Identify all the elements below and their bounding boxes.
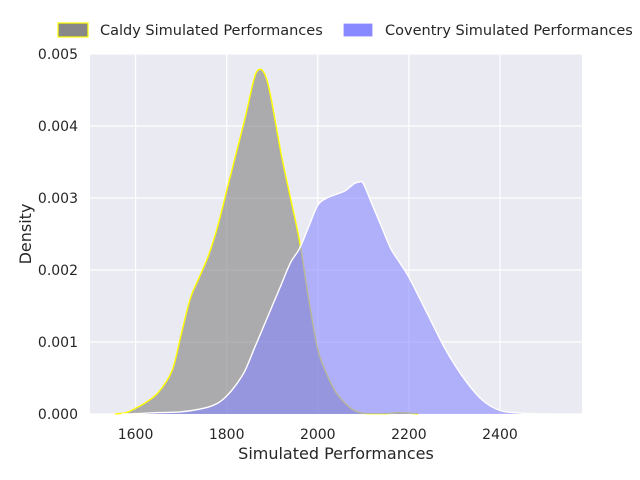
y-tick-label: 0.001 (38, 335, 78, 351)
series-area-1 (115, 69, 418, 415)
x-axis-label: Simulated Performances (238, 444, 434, 463)
x-axis-ticks: 1600 1800 2000 2200 2400 (118, 427, 518, 443)
y-tick-label: 0.000 (38, 407, 78, 423)
legend-label-2: Coventry Simulated Performances (385, 23, 633, 39)
legend-swatch-2 (342, 22, 374, 38)
y-axis-label: Density (16, 204, 35, 265)
series-layer (114, 68, 551, 415)
x-tick-label: 2200 (391, 427, 427, 443)
legend-swatch-1 (57, 22, 89, 38)
legend: Caldy Simulated Performances Coventry Sim… (57, 22, 633, 39)
y-tick-label: 0.004 (38, 119, 78, 135)
series-outline-2 (121, 180, 551, 415)
y-axis-ticks: 0.000 0.001 0.002 0.003 0.004 0.005 (38, 47, 78, 423)
y-tick-label: 0.002 (38, 263, 78, 279)
x-tick-label: 2400 (482, 427, 518, 443)
x-tick-label: 1600 (118, 427, 154, 443)
y-tick-label: 0.005 (38, 47, 78, 63)
legend-label-1: Caldy Simulated Performances (100, 23, 323, 39)
x-tick-label: 2000 (300, 427, 336, 443)
series-area-2 (121, 181, 551, 414)
x-tick-label: 1800 (209, 427, 245, 443)
y-tick-label: 0.003 (38, 191, 78, 207)
